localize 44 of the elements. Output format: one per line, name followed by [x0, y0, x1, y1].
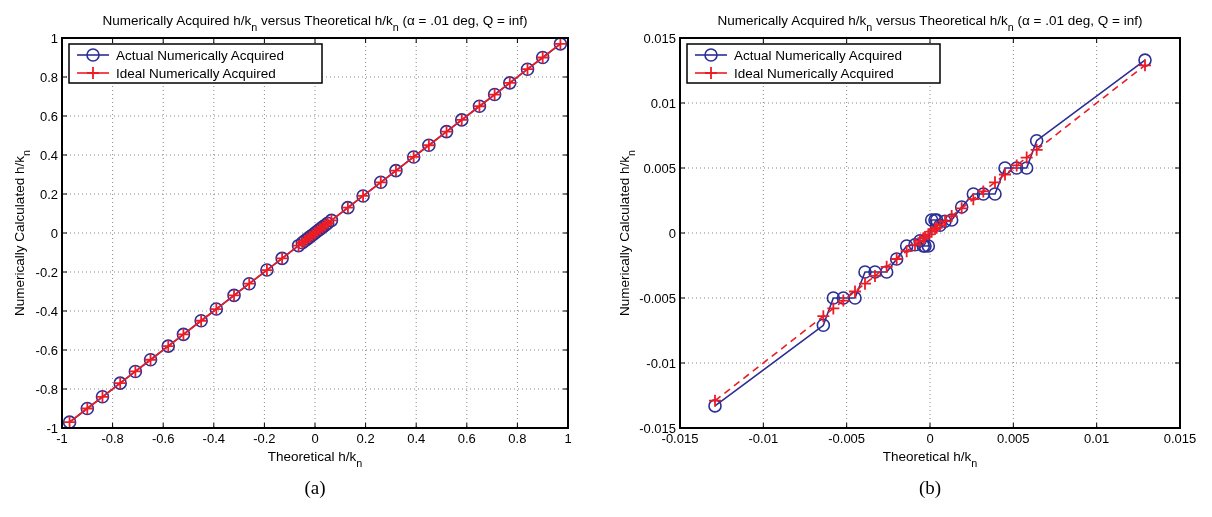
- legend-label: Ideal Numerically Acquired: [116, 66, 276, 81]
- y-tick-label: -1: [46, 420, 58, 436]
- x-axis-title: Theoretical h/k$_{n}$: [267, 449, 363, 469]
- y-tick-label: 0.6: [39, 108, 58, 124]
- x-tick-label: 0.4: [407, 431, 426, 446]
- x-tick-label: 0: [311, 431, 319, 446]
- x-tick-label: -0.8: [101, 431, 124, 446]
- x-tick-label: -0.015: [661, 431, 699, 446]
- x-axis-title: Theoretical h/k$_{n}$: [882, 449, 978, 469]
- x-tick-label: -0.4: [202, 431, 225, 446]
- legend-label: Ideal Numerically Acquired: [734, 66, 894, 81]
- y-tick-label: 0.8: [39, 69, 58, 85]
- x-tick-label: -0.005: [828, 431, 866, 446]
- y-tick-label: 0.2: [39, 186, 58, 202]
- x-tick-label: 0.8: [508, 431, 527, 446]
- y-tick-label: -0.4: [35, 303, 58, 319]
- y-tick-label: -0.01: [646, 355, 676, 371]
- y-tick-label: 0: [50, 225, 58, 241]
- chart-title: Numerically Acquired h/k$_{n}$ versus Theoretical h/k$_{n}$ (α = .01 deg, Q = inf): [717, 13, 1143, 33]
- x-tick-label: 0.01: [1084, 431, 1110, 446]
- y-tick-label: 0.005: [643, 160, 676, 176]
- legend-label: Actual Numerically Acquired: [116, 48, 285, 63]
- x-tick-label: -0.01: [748, 431, 779, 446]
- y-tick-label: 0.015: [643, 30, 676, 46]
- x-tick-label: -0.6: [152, 431, 175, 446]
- x-tick-label: 0: [926, 431, 934, 446]
- legend-label: Actual Numerically Acquired: [734, 48, 903, 63]
- x-tick-label: 0.015: [1163, 431, 1197, 446]
- x-tick-label: 0.005: [997, 431, 1030, 446]
- y-tick-label: 1: [50, 30, 58, 46]
- chart-title: Numerically Acquired h/k$_{n}$ versus Theoretical h/k$_{n}$ (α = .01 deg, Q = inf): [102, 13, 528, 33]
- y-tick-label: 0.01: [650, 95, 676, 111]
- text: (b): [918, 477, 942, 499]
- y-tick-label: -0.005: [639, 290, 676, 306]
- x-tick-label: 1: [564, 431, 572, 446]
- y-tick-label: 0.4: [39, 147, 58, 163]
- y-tick-label: -0.6: [35, 342, 58, 358]
- y-tick-label: -0.8: [35, 381, 58, 397]
- y-tick-label: -0.2: [35, 264, 58, 280]
- x-tick-label: 0.2: [356, 431, 375, 446]
- text: (a): [304, 477, 326, 499]
- x-tick-label: -0.2: [253, 431, 276, 446]
- y-tick-label: 0: [668, 225, 676, 241]
- x-tick-label: 0.6: [457, 431, 476, 446]
